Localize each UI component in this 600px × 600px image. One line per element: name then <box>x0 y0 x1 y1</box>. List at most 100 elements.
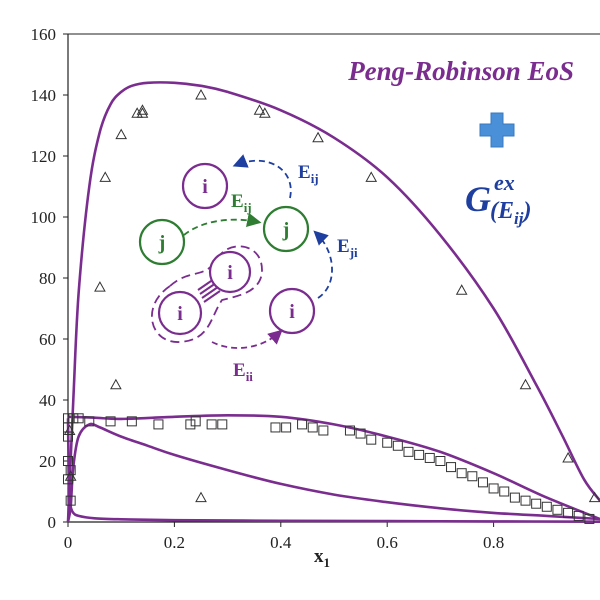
edge-label-eji-blue: Eji <box>337 236 358 260</box>
square-marker <box>105 416 116 427</box>
square-marker <box>499 486 510 497</box>
square-marker <box>318 425 329 436</box>
node-j-right-label: j <box>282 219 290 241</box>
triangle-marker <box>195 491 207 503</box>
node-j-left-label: j <box>158 232 166 254</box>
triangle-marker <box>110 378 122 390</box>
square-marker <box>65 495 76 506</box>
square-marker <box>68 413 79 424</box>
plus-icon <box>479 112 515 148</box>
triangle-marker <box>562 451 574 463</box>
arrow-eij-blue <box>232 154 292 199</box>
square-marker <box>270 422 281 433</box>
square-marker <box>206 419 217 430</box>
square-marker <box>552 504 563 515</box>
triangle-marker <box>136 104 149 115</box>
node-j-right: j <box>262 205 310 253</box>
square-marker <box>531 498 542 509</box>
y-tick-label: 0 <box>48 513 57 532</box>
square-marker <box>65 465 76 476</box>
triangle-marker <box>64 470 77 481</box>
square-marker <box>185 419 196 430</box>
edge-label-eii-purple: Eii <box>233 360 253 384</box>
triangle-marker <box>258 107 271 118</box>
node-i-bonded-upper: i <box>208 250 252 294</box>
square-marker <box>541 501 552 512</box>
triangle-marker <box>136 107 149 118</box>
square-marker <box>366 434 377 445</box>
square-marker <box>563 507 574 518</box>
square-marker <box>63 431 73 442</box>
square-marker <box>297 419 308 430</box>
node-i-right: i <box>268 287 316 335</box>
x-tick-label: 0.2 <box>164 533 185 552</box>
square-marker <box>520 495 531 506</box>
arrow-eji-blue <box>313 230 333 299</box>
square-marker <box>344 425 355 436</box>
edge-label-eij-blue: Eij <box>298 162 319 186</box>
node-i-top: i <box>181 162 229 210</box>
square-marker <box>217 419 228 430</box>
gex-superscript: ex <box>494 170 515 195</box>
y-tick-label: 80 <box>39 269 56 288</box>
square-marker <box>153 419 164 430</box>
square-marker <box>456 468 467 479</box>
square-marker <box>84 416 95 427</box>
edge-label-eij-green: Eij <box>231 191 252 215</box>
x-tick-label: 0.6 <box>377 533 398 552</box>
square-marker <box>488 483 499 494</box>
square-marker <box>403 446 414 457</box>
interaction-diagram: i j j i i i Eij Eij Eji Eii <box>138 154 358 384</box>
triangle-marker <box>312 131 324 143</box>
square-marker <box>573 510 584 521</box>
triangle-marker <box>195 88 207 100</box>
x-axis-label: x1 <box>314 546 330 570</box>
node-i-right-label: i <box>289 301 295 323</box>
x-tick-label: 0.8 <box>483 533 504 552</box>
triangle-marker <box>519 378 532 390</box>
square-marker <box>414 449 425 460</box>
model-curve-3 <box>66 418 600 523</box>
triangle-marker <box>253 104 266 115</box>
arrow-eij-green <box>183 212 262 236</box>
triangle-marker <box>365 171 378 182</box>
model-curves <box>66 81 600 523</box>
square-marker <box>467 471 478 482</box>
square-marker <box>73 413 84 424</box>
square-marker <box>382 437 393 448</box>
gex-main: G <box>465 179 491 219</box>
axes <box>67 33 600 523</box>
x-ticks: 0 0.2 0.4 0.6 0.8 <box>64 522 504 552</box>
x-tick-label: 0.4 <box>270 533 292 552</box>
square-marker <box>190 416 201 427</box>
y-tick-label: 140 <box>31 86 57 105</box>
y-tick-label: 120 <box>31 147 57 166</box>
node-i-bonded-upper-label: i <box>227 262 233 284</box>
x-tick-label: 0 <box>64 533 73 552</box>
model-curve-0 <box>66 81 600 523</box>
node-j-left: j <box>138 218 186 266</box>
triangle-marker <box>94 281 106 292</box>
square-marker <box>126 416 137 427</box>
model-curve-2 <box>67 413 600 521</box>
square-marker <box>446 462 457 473</box>
data-markers <box>63 88 600 524</box>
square-marker <box>435 456 446 466</box>
arrow-eii-purple <box>211 329 283 349</box>
y-tick-label: 60 <box>39 330 56 349</box>
square-marker <box>281 422 292 433</box>
bonded-pair-outline-outer <box>151 245 263 343</box>
gex-label: G ex (Eij) <box>465 170 531 228</box>
node-i-bonded-lower-label: i <box>177 303 183 325</box>
square-marker <box>477 477 488 488</box>
gex-argument: (Eij) <box>490 198 531 228</box>
square-marker <box>509 492 520 503</box>
y-tick-label: 100 <box>31 208 57 227</box>
triangle-marker <box>588 491 600 503</box>
triangle-marker <box>131 107 144 118</box>
y-ticks: 0 20 40 60 80 100 120 140 160 <box>31 25 68 532</box>
y-tick-label: 160 <box>31 25 57 44</box>
triangle-marker <box>455 284 468 295</box>
triangle-marker <box>115 128 128 140</box>
